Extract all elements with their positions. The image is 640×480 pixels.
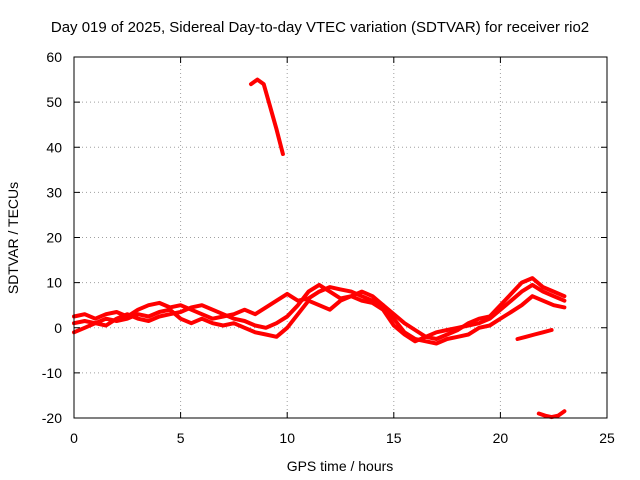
x-tick-label: 0 xyxy=(70,430,78,446)
axis-layer: 0 5 10 15 20 25 -20 -10 0 10 20 30 40 50 60 xyxy=(42,49,615,446)
y-tick-label: -10 xyxy=(42,365,62,381)
x-axis-label: GPS time / hours xyxy=(287,458,394,474)
y-tick-label: 40 xyxy=(46,139,62,155)
y-tick-label: 0 xyxy=(54,320,62,336)
series-line-track-b xyxy=(72,289,567,346)
y-tick-label: -20 xyxy=(42,410,62,426)
y-tick-label: 30 xyxy=(46,184,62,200)
series-line-high-segment xyxy=(249,77,285,156)
series-line-low-segment xyxy=(536,409,567,420)
series-layer xyxy=(72,77,567,420)
chart-title: Day 019 of 2025, Sidereal Day-to-day VTE… xyxy=(51,19,589,36)
x-tick-label: 15 xyxy=(386,430,402,446)
y-tick-label: 20 xyxy=(46,230,62,246)
series-line-track-a xyxy=(72,282,567,339)
x-tick-label: 25 xyxy=(599,430,615,446)
y-tick-label: 50 xyxy=(46,94,62,110)
plot-frame xyxy=(73,56,608,419)
x-tick-label: 5 xyxy=(177,430,185,446)
y-tick-label: 10 xyxy=(46,275,62,291)
y-tick-label: 60 xyxy=(46,49,62,65)
x-tick-label: 20 xyxy=(493,430,509,446)
x-tick-label: 10 xyxy=(279,430,295,446)
series-line-night-segment xyxy=(515,328,554,341)
grid-layer xyxy=(74,57,607,418)
series-line-track-c xyxy=(72,276,567,344)
y-axis-label: SDTVAR / TECUs xyxy=(5,182,21,294)
